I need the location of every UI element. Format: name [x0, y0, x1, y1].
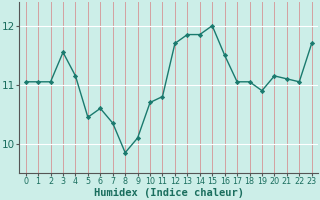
- X-axis label: Humidex (Indice chaleur): Humidex (Indice chaleur): [94, 188, 244, 198]
